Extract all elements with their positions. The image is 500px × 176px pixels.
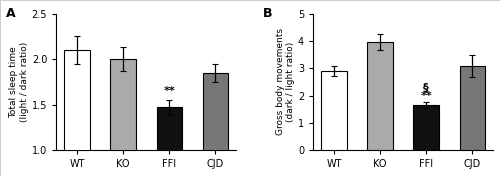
Text: B: B bbox=[263, 7, 272, 20]
Text: §: § bbox=[424, 83, 429, 93]
Bar bbox=[64, 50, 90, 176]
Bar bbox=[414, 105, 439, 150]
Y-axis label: Gross body movements
(dark / light ratio): Gross body movements (dark / light ratio… bbox=[276, 28, 295, 135]
Text: A: A bbox=[6, 7, 16, 20]
Text: **: ** bbox=[420, 91, 432, 101]
Bar bbox=[368, 42, 393, 150]
Bar bbox=[202, 73, 228, 176]
Bar bbox=[460, 66, 485, 150]
Bar bbox=[110, 59, 136, 176]
Y-axis label: Total sleep time
(light / dark ratio): Total sleep time (light / dark ratio) bbox=[10, 42, 29, 122]
Text: **: ** bbox=[164, 86, 175, 96]
Bar bbox=[322, 71, 346, 150]
Bar bbox=[156, 107, 182, 176]
